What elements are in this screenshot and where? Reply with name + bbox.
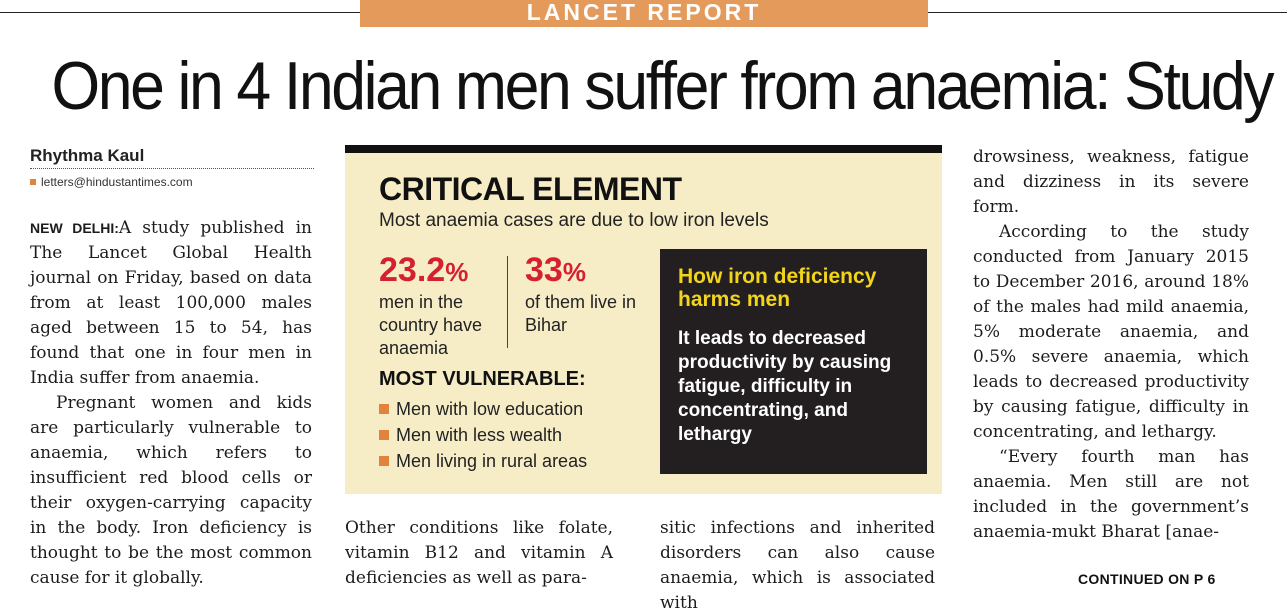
article-column-3: sitic infections and inherited disorders… <box>660 516 935 611</box>
list-item: Men with low education <box>379 396 587 422</box>
dateline: NEW DELHI: <box>30 220 119 236</box>
byline-author: Rhythma Kaul <box>30 146 145 165</box>
article-column-2: Other conditions like folate, vitamin B1… <box>345 516 613 591</box>
stat-value: 23.2% <box>379 251 469 289</box>
byline-divider <box>30 168 314 169</box>
factbox-subtitle: Most anaemia cases are due to low iron l… <box>379 210 769 231</box>
stat-value: 33% <box>525 251 586 289</box>
stat-divider <box>507 256 508 348</box>
stat-live-in-bihar: 33% of them live in Bihar <box>525 251 645 337</box>
square-bullet-icon <box>379 430 389 440</box>
vulnerable-heading: MOST VULNERABLE: <box>379 368 586 390</box>
factbox-title: CRITICAL ELEMENT <box>379 171 682 207</box>
byline-email[interactable]: letters@hindustantimes.com <box>30 175 314 189</box>
article-paragraph: NEW DELHI:A study published in The Lance… <box>30 216 312 391</box>
factbox-critical-element: CRITICAL ELEMENT Most anaemia cases are … <box>345 145 942 494</box>
article-paragraph: According to the study conducted from Ja… <box>973 222 1249 442</box>
square-bullet-icon <box>30 179 36 185</box>
article-paragraph: “Every fourth man has anaemia. Men still… <box>973 447 1249 542</box>
article-paragraph: sitic infections and inherited disorders… <box>660 518 935 611</box>
article-column-4: drowsiness, weakness, fatigue and dizzin… <box>973 145 1249 545</box>
stat-label: men in the country have anaemia <box>379 292 483 358</box>
list-item: Men with less wealth <box>379 422 587 448</box>
article-paragraph: drowsiness, weakness, fatigue and dizzin… <box>973 147 1249 217</box>
byline: Rhythma Kaul letters@hindustantimes.com <box>30 146 314 189</box>
vulnerable-list: Men with low education Men with less wea… <box>379 396 587 474</box>
headline: One in 4 Indian men suffer from anaemia:… <box>51 48 1274 124</box>
stat-label: of them live in Bihar <box>525 292 637 335</box>
article-paragraph: Pregnant women and kids are particularly… <box>30 393 312 588</box>
section-kicker: LANCET REPORT <box>360 0 928 27</box>
harm-title: How iron deficiency harms men <box>678 265 877 311</box>
square-bullet-icon <box>379 456 389 466</box>
stat-men-with-anaemia: 23.2% men in the country have anaemia <box>379 251 499 360</box>
list-item: Men living in rural areas <box>379 448 587 474</box>
harm-body: It leads to decreased productivity by ca… <box>678 328 892 445</box>
paragraph-text: A study published in The Lancet Global H… <box>30 218 312 388</box>
article-paragraph: Other conditions like folate, vitamin B1… <box>345 518 613 588</box>
byline-email-text: letters@hindustantimes.com <box>41 175 193 189</box>
article-column-1: NEW DELHI:A study published in The Lance… <box>30 216 312 591</box>
square-bullet-icon <box>379 404 389 414</box>
continued-jump-link[interactable]: CONTINUED ON P 6 <box>1078 571 1216 587</box>
harm-panel: How iron deficiency harms men It leads t… <box>660 249 927 474</box>
